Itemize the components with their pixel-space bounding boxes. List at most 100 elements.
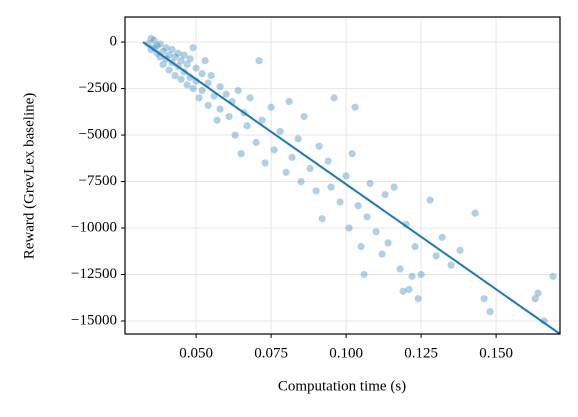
point [243,122,251,130]
point [354,202,362,210]
x-tick-label: 0.050 [179,345,213,361]
point [411,243,419,251]
point [471,209,479,217]
point [147,45,155,54]
point [231,131,239,139]
point [162,44,170,52]
point [324,157,332,165]
point [534,289,542,297]
point [189,84,197,93]
point [198,70,206,78]
point [330,94,338,102]
fit-line [142,41,560,334]
point [183,60,191,69]
point [261,159,269,167]
point [318,215,326,223]
point [351,103,359,111]
point [180,51,188,59]
point [171,53,179,61]
point [327,183,335,191]
point [297,177,305,186]
y-axis-label: Reward (GrevLex baseline) [21,93,37,260]
x-axis-label: Computation time (s) [278,378,406,394]
point [204,79,212,87]
point [153,42,161,50]
x-tick-label: 0.100 [329,345,363,361]
point [384,239,392,247]
point [192,64,200,72]
point [159,47,167,55]
x-tick-label: 0.075 [254,345,288,361]
point [147,34,155,42]
point [189,44,197,52]
point [165,66,173,74]
point [174,49,182,57]
point [381,190,389,199]
y-tick-label: −12500 [71,266,117,282]
point [156,40,164,48]
point [177,75,185,83]
point [222,90,230,98]
point [237,150,245,158]
point [306,164,314,173]
point [216,83,224,91]
point [399,287,407,295]
point [204,101,212,109]
y-tick-label: −2500 [79,80,117,96]
point [300,112,308,121]
point [183,81,191,89]
point [396,265,404,273]
point [372,228,380,236]
point [336,198,344,206]
point [165,51,173,59]
point [432,252,440,260]
point [288,153,296,161]
point [417,270,425,279]
y-tick-label: −15000 [71,312,117,328]
point [282,168,290,176]
point [255,57,263,65]
point [312,187,320,195]
point [531,295,539,303]
point [207,71,215,80]
point [234,86,242,95]
point [252,138,260,147]
point [447,261,455,269]
y-tick-label: −7500 [79,173,117,189]
point [225,112,233,121]
point [246,94,254,102]
point [213,116,221,124]
point [426,196,434,204]
plot-frame [124,16,561,335]
point [405,285,413,293]
point [342,172,350,180]
x-tick-label: 0.150 [479,345,513,361]
point [363,213,371,221]
point [216,105,224,113]
point [480,295,488,303]
point [549,272,557,280]
point [486,308,494,316]
point [378,250,386,258]
point [408,272,416,280]
point [285,97,293,106]
y-tick-label: 0 [110,34,118,50]
point [177,57,185,65]
point [186,55,194,63]
point [456,246,464,254]
point [294,135,302,143]
point [198,86,206,95]
point [168,45,176,54]
point [270,146,278,154]
point [195,94,203,102]
y-tick-label: −10000 [71,219,117,235]
point [315,142,323,150]
point [348,150,356,158]
point [258,116,266,124]
point [159,60,167,69]
point [276,127,284,135]
point [171,71,179,80]
point [150,36,158,44]
point [366,179,374,188]
